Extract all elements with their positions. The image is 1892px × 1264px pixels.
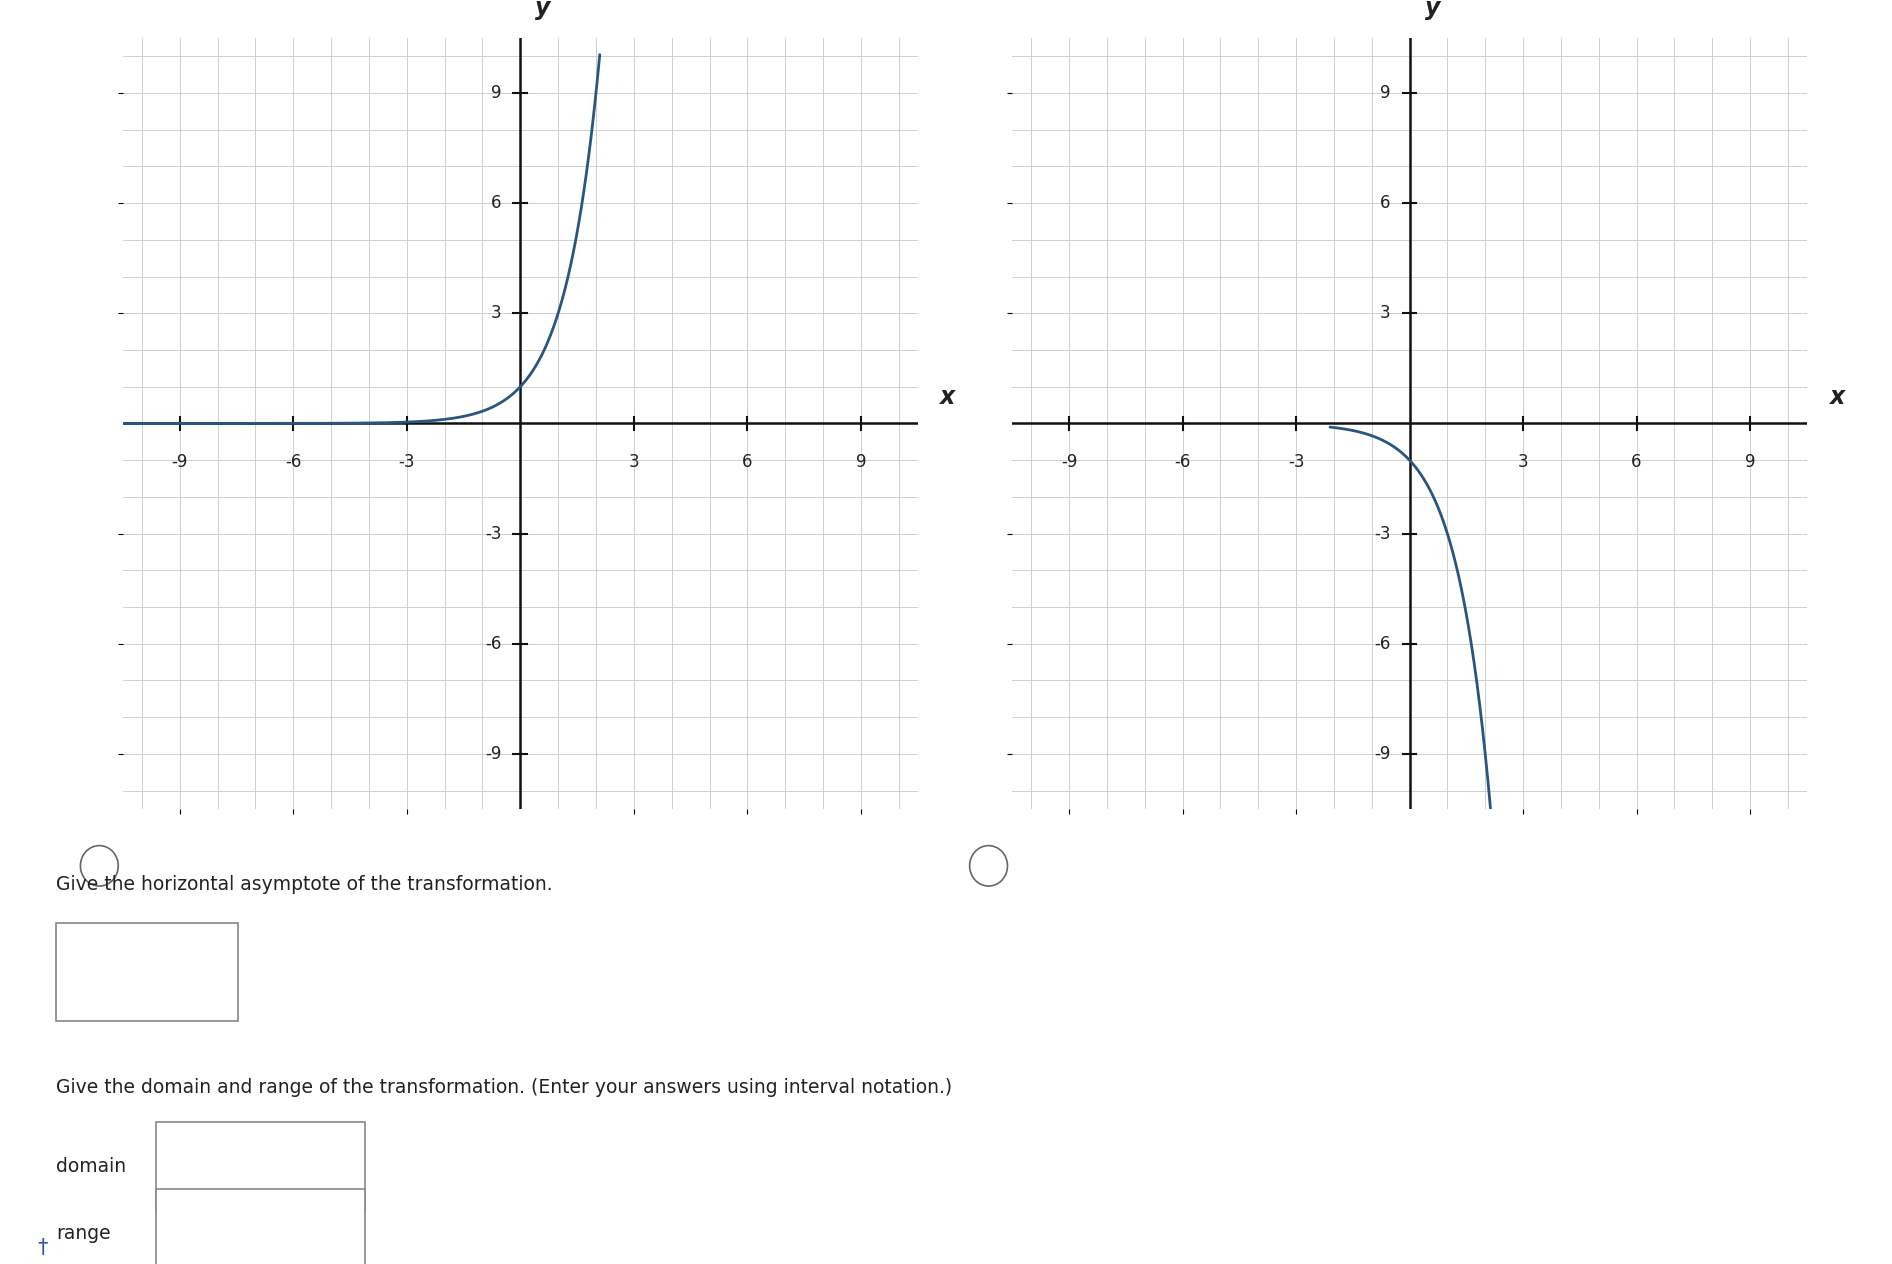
Text: 3: 3 [1379,305,1391,322]
Text: -9: -9 [1061,453,1077,470]
Text: 9: 9 [490,83,501,102]
Text: 6: 6 [742,453,753,470]
Text: -6: -6 [484,635,501,652]
Bar [155,1188,365,1264]
Text: 3: 3 [490,305,501,322]
Text: 9: 9 [1379,83,1391,102]
Text: y: y [535,0,551,19]
Text: range: range [57,1224,110,1243]
Text: 9: 9 [1744,453,1756,470]
Text: Give the horizontal asymptote of the transformation.: Give the horizontal asymptote of the tra… [57,875,552,894]
Text: -3: -3 [399,453,414,470]
Text: -6: -6 [1374,635,1391,652]
Text: -3: -3 [484,525,501,542]
Text: -6: -6 [1175,453,1190,470]
Text: †: † [38,1237,49,1258]
Text: 3: 3 [1517,453,1529,470]
Text: -9: -9 [1374,744,1391,763]
Text: domain: domain [57,1157,127,1177]
Text: -9: -9 [172,453,187,470]
Text: -3: -3 [1374,525,1391,542]
Text: 6: 6 [1631,453,1642,470]
Text: 3: 3 [628,453,639,470]
Bar [155,1122,365,1211]
Text: x: x [1830,384,1845,408]
Text: -3: -3 [1288,453,1304,470]
Text: Give the domain and range of the transformation. (Enter your answers using inter: Give the domain and range of the transfo… [57,1078,952,1097]
Text: y: y [1425,0,1440,19]
Bar [57,923,238,1021]
Text: 9: 9 [855,453,867,470]
Text: 6: 6 [490,195,501,212]
Text: 6: 6 [1379,195,1391,212]
Text: x: x [940,384,955,408]
Text: -6: -6 [286,453,301,470]
Text: -9: -9 [484,744,501,763]
